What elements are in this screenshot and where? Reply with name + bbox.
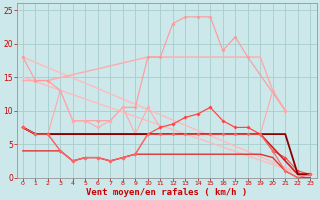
X-axis label: Vent moyen/en rafales ( km/h ): Vent moyen/en rafales ( km/h ) bbox=[86, 188, 247, 197]
